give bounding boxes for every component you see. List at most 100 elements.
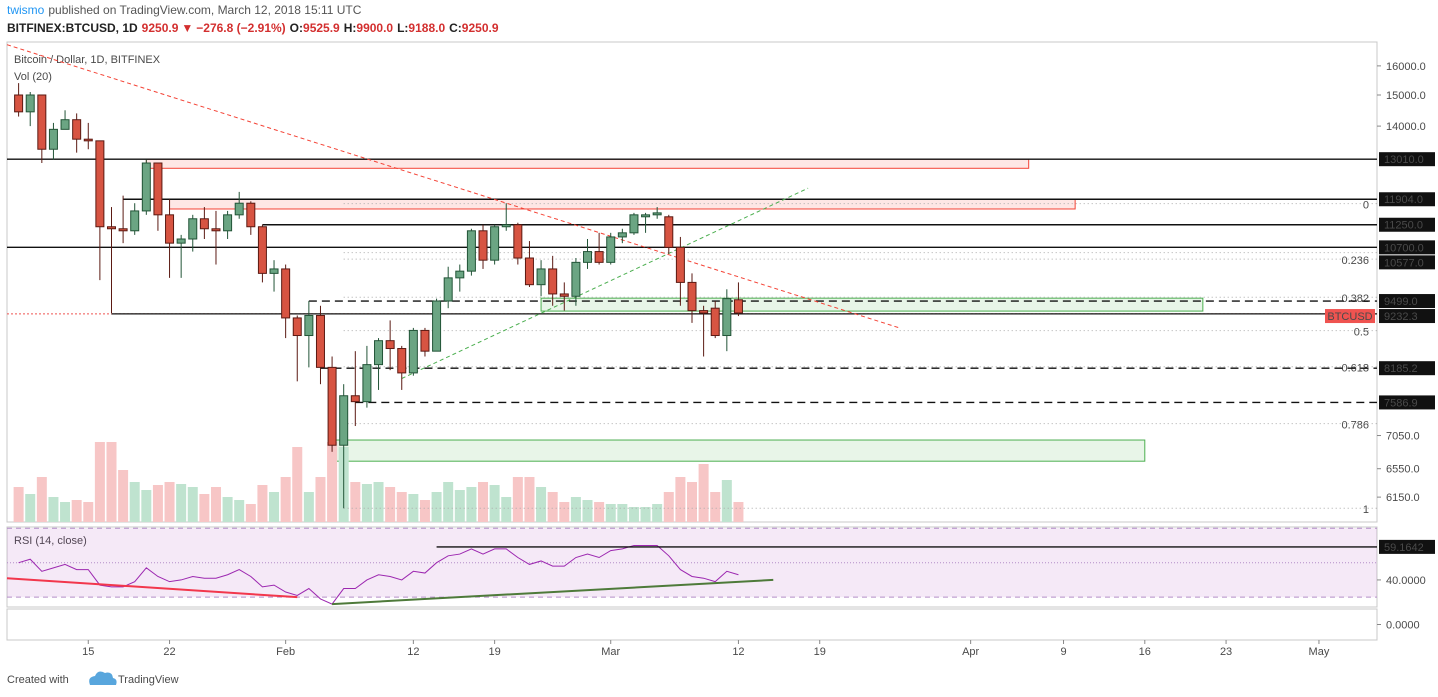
- fib-label: 0.236: [1341, 255, 1369, 267]
- candle-body: [536, 268, 546, 286]
- volume-bar: [245, 504, 256, 522]
- zone: [331, 439, 1146, 462]
- candle-body: [455, 270, 465, 279]
- volume-bar: [431, 492, 442, 522]
- candle-body: [466, 230, 476, 272]
- x-tick-label: 12: [407, 646, 419, 658]
- volume-bar: [36, 477, 47, 522]
- candle-body: [223, 214, 233, 232]
- candle-body: [722, 298, 732, 337]
- candle-body: [606, 236, 616, 263]
- candle-body: [25, 94, 35, 113]
- ohlc-key: O:: [290, 21, 303, 35]
- volume-bar: [106, 442, 117, 522]
- candle-body: [699, 310, 709, 314]
- rsi-legend: RSI (14, close): [14, 535, 87, 547]
- volume-bar: [373, 482, 384, 522]
- candle-body: [199, 218, 209, 230]
- zone: [145, 158, 1030, 169]
- candle-body: [188, 218, 198, 240]
- volume-bar: [210, 487, 221, 522]
- volume-bar: [640, 507, 651, 522]
- volume-bar: [663, 492, 674, 522]
- price-tag-label: BTCUSD: [1327, 311, 1372, 323]
- x-tick-label: 9: [1060, 646, 1066, 658]
- volume-bar: [350, 482, 361, 522]
- candle-body: [652, 212, 662, 216]
- candle-body: [675, 246, 685, 283]
- candle-body: [408, 329, 418, 374]
- volume-bar: [269, 492, 280, 522]
- symbol-line: BITFINEX:BTCUSD, 1D 9250.9 ▼ −276.8 (−2.91%…: [7, 21, 499, 35]
- x-tick-label: 16: [1139, 646, 1151, 658]
- ohlc-value: 9525.9: [303, 21, 340, 35]
- volume-legend: Vol (20): [14, 71, 52, 83]
- candle-body: [350, 395, 360, 403]
- volume-bar: [234, 500, 245, 522]
- trend-line: [401, 187, 809, 379]
- candle-body: [292, 317, 302, 337]
- level-box: [1379, 309, 1435, 324]
- candle-body: [432, 300, 442, 352]
- candle-body: [83, 138, 93, 142]
- level-label: 9232.3: [1384, 311, 1418, 323]
- logo[interactable]: [89, 671, 117, 685]
- volume-bar: [129, 482, 140, 522]
- x-tick-label: Apr: [962, 646, 979, 658]
- ohlc-key: H:: [344, 21, 357, 35]
- volume-bar: [466, 487, 477, 522]
- x-tick-label: Feb: [276, 646, 295, 658]
- lower-tick-label: 0.0000: [1386, 619, 1420, 631]
- direction: ▼: [181, 21, 193, 35]
- volume-bar: [71, 500, 82, 522]
- volume-bar: [396, 492, 407, 522]
- rsi-line: [18, 544, 739, 605]
- y-tick-label: 6150.0: [1386, 492, 1420, 504]
- volume-bar: [628, 507, 639, 522]
- brand[interactable]: TradingView: [118, 674, 179, 686]
- ohlc-value: 9188.0: [408, 21, 445, 35]
- candle-body: [246, 202, 256, 228]
- volume-bar: [408, 494, 419, 522]
- volume-bar: [617, 504, 628, 522]
- candle-body: [48, 128, 58, 150]
- candle-body: [617, 232, 627, 238]
- candle-body: [559, 293, 569, 297]
- candle-body: [443, 277, 453, 302]
- volume-bar: [385, 487, 396, 522]
- volume-bar: [559, 502, 570, 522]
- y-tick-label: 15000.0: [1386, 90, 1426, 102]
- volume-bar: [187, 487, 198, 522]
- volume-bar: [698, 464, 709, 522]
- level-label: 11250.0: [1384, 220, 1423, 232]
- volume-bar: [280, 477, 291, 522]
- candle-body: [72, 119, 82, 140]
- candle-body: [501, 224, 511, 228]
- y-tick-label: 6550.0: [1386, 464, 1420, 476]
- volume-bar: [141, 490, 152, 522]
- candle-body: [687, 281, 697, 312]
- candle-body: [664, 216, 674, 248]
- level-box: [1379, 255, 1435, 270]
- last: 9250.9: [142, 21, 179, 35]
- ohlc-key: C:: [449, 21, 462, 35]
- candle-body: [118, 228, 128, 232]
- candle-body: [234, 202, 244, 216]
- level-box: [1379, 217, 1435, 232]
- volume-bar: [164, 482, 175, 522]
- volume-bar: [721, 480, 732, 522]
- level-box: [1379, 361, 1435, 376]
- volume-bar: [570, 497, 581, 522]
- candle-body: [571, 261, 581, 297]
- level-label: 13010.0: [1384, 154, 1424, 166]
- volume-bar: [13, 487, 24, 522]
- fib-label: 1: [1363, 504, 1369, 516]
- volume-bar: [443, 482, 454, 522]
- level-box: [1379, 294, 1435, 309]
- candle-body: [315, 314, 325, 368]
- volume-bar: [512, 477, 523, 522]
- x-tick-label: 19: [489, 646, 501, 658]
- author[interactable]: twismo: [7, 3, 45, 17]
- level-label: 7586.9: [1384, 397, 1418, 409]
